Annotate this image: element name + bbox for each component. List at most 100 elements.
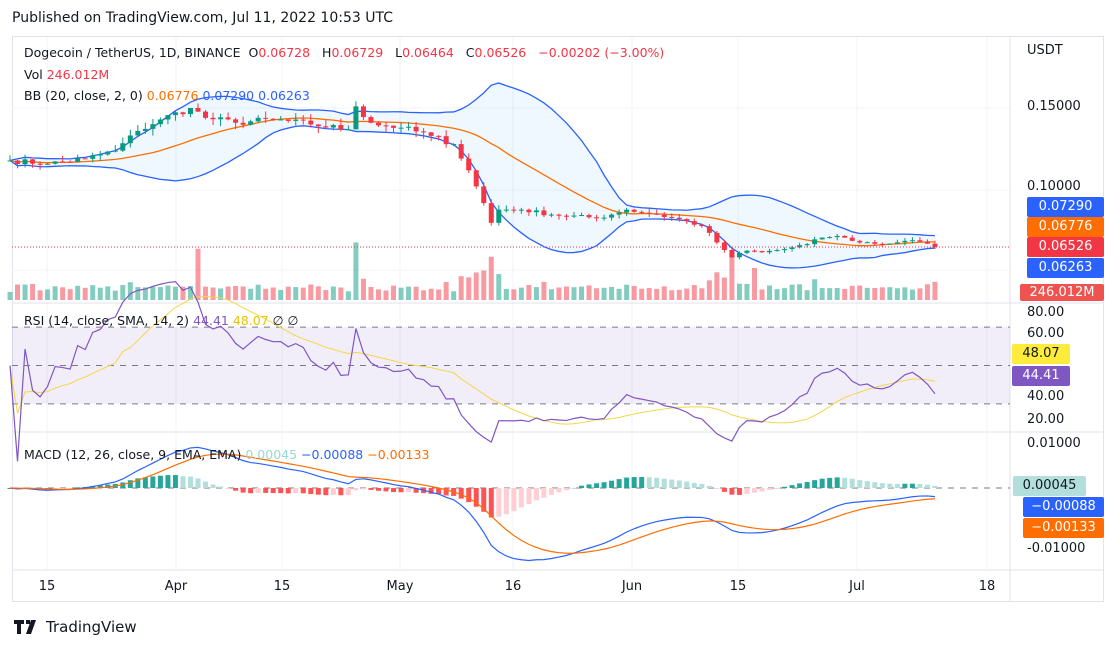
candle-body	[481, 186, 487, 204]
candle-body	[676, 217, 682, 220]
candle-body	[571, 215, 577, 217]
macd-histogram-bar	[601, 482, 607, 488]
candle-body	[157, 119, 163, 125]
candle-body	[15, 160, 21, 165]
macd-histogram-bar	[105, 484, 111, 488]
candle-body	[488, 203, 494, 223]
macd-histogram-bar	[187, 476, 193, 488]
volume-bar	[759, 289, 765, 300]
volume-bar	[631, 285, 637, 300]
macd-histogram-bar	[496, 488, 502, 517]
volume-bar	[82, 287, 88, 300]
volume-bar	[857, 285, 863, 300]
volume-bar	[187, 286, 193, 300]
bb-legend[interactable]: BB (20, close, 2, 0) 0.06776 0.07290 0.0626…	[24, 88, 310, 103]
macd-histogram-bar	[481, 488, 487, 512]
volume-bar	[503, 288, 509, 300]
candle-body	[827, 237, 833, 239]
volume-bar	[60, 287, 66, 300]
volume-bar	[278, 289, 284, 300]
rsi-legend[interactable]: RSI (14, close, SMA, 14, 2) 44.41 48.07 ∅ ∅	[24, 313, 299, 328]
candle-body	[7, 160, 13, 162]
macd-histogram-bar	[345, 488, 351, 496]
candle-body	[601, 217, 607, 219]
candle-body	[436, 135, 442, 137]
time-tick: Jul	[849, 579, 865, 594]
rsi-line	[9, 280, 936, 462]
macd-histogram-bar	[736, 488, 742, 495]
volume-bar	[624, 284, 630, 300]
volume-bar	[586, 285, 592, 300]
candle-body	[451, 144, 457, 146]
volume-bar	[894, 288, 900, 300]
tradingview-logo[interactable]: TradingView	[14, 618, 137, 636]
macd-histogram-bar	[932, 485, 938, 488]
price-legend: Dogecoin / TetherUS, 1D, BINANCE O0.0672…	[24, 45, 665, 60]
volume-bar	[797, 284, 803, 300]
volume-bar	[90, 285, 96, 300]
candle-body	[398, 127, 404, 129]
macd-histogram-bar	[255, 488, 261, 493]
candle-body	[383, 125, 389, 127]
macd-legend[interactable]: MACD (12, 26, close, 9, EMA, EMA) 0.00045…	[24, 447, 430, 462]
volume-bar	[22, 284, 28, 300]
volume-bar	[67, 289, 73, 300]
volume-bar	[812, 279, 818, 300]
volume-value: 246.012M	[46, 67, 110, 82]
candle-body	[233, 119, 239, 123]
macd-histogram-bar	[894, 483, 900, 488]
volume-bar	[338, 287, 344, 300]
volume-bar	[654, 288, 660, 300]
macd-histogram-bar	[579, 485, 585, 488]
macd-histogram-bar	[639, 476, 645, 488]
volume-bar	[157, 287, 163, 300]
macd-histogram-bar	[684, 481, 690, 488]
candle-body	[759, 251, 765, 253]
candle-body	[496, 209, 502, 223]
bb-basis-tag: 0.06776	[1027, 217, 1104, 237]
macd-histogram-bar	[624, 477, 630, 488]
rsi-ma-value: 48.07	[232, 313, 269, 328]
candle-body	[308, 120, 314, 125]
candle-body	[127, 135, 133, 144]
macd-histogram-bar	[413, 488, 419, 493]
volume-bar	[887, 287, 893, 300]
macd-histogram-bar	[180, 476, 186, 488]
macd-histogram-bar	[774, 488, 780, 489]
currency-label[interactable]: USDT	[1027, 43, 1063, 58]
macd-histogram-bar	[887, 483, 893, 488]
macd-histogram-bar	[879, 483, 885, 488]
candle-body	[345, 129, 351, 131]
candle-body	[443, 136, 449, 145]
macd-line	[9, 446, 936, 562]
bb-lower-value: 0.06263	[258, 88, 310, 103]
candle-body	[782, 249, 788, 251]
macd-histogram-bar	[857, 480, 863, 488]
candle-body	[285, 119, 291, 121]
macd-histogram-bar	[541, 488, 547, 498]
time-tick: 16	[504, 579, 522, 594]
symbol-label[interactable]: Dogecoin / TetherUS, 1D, BINANCE	[24, 45, 241, 60]
candle-body	[586, 215, 592, 218]
macd-histogram-bar	[368, 488, 374, 490]
bb-upper-tag: 0.07290	[1027, 197, 1104, 217]
macd-histogram-bar	[909, 483, 915, 488]
macd-histogram-bar	[315, 488, 321, 495]
macd-histogram-bar	[924, 484, 930, 488]
candle-body	[105, 151, 111, 155]
macd-histogram-bar	[782, 486, 788, 488]
volume-bar	[789, 284, 795, 300]
macd-histogram-bar	[293, 488, 299, 494]
candle-body	[594, 217, 600, 219]
volume-bar	[594, 288, 600, 300]
volume-bar	[601, 287, 607, 300]
volume-bar	[225, 286, 231, 300]
volume-bar	[526, 285, 532, 300]
candle-body	[631, 209, 637, 212]
macd-hist-tag: 0.00045	[1013, 476, 1086, 496]
rsi-tick: 80.00	[1027, 305, 1065, 320]
volume-bar	[218, 288, 224, 300]
volume-bar	[428, 288, 434, 300]
candle-body	[849, 237, 855, 241]
